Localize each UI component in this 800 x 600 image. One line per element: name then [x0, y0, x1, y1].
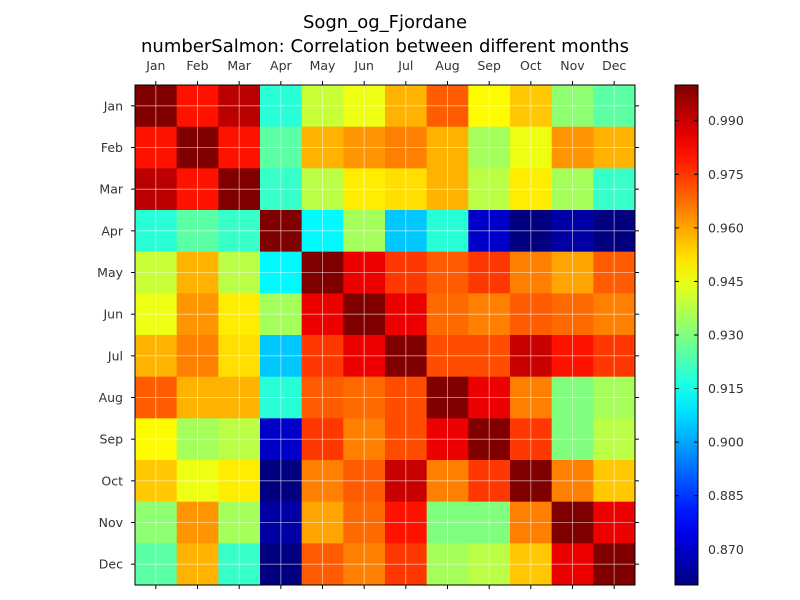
colorbar-tick-label: 0.990	[708, 113, 744, 128]
y-tick-label: Jul	[107, 348, 123, 363]
y-axis: Jan Feb Mar Apr May Jun Jul Aug Sep Oct Nov Dec	[97, 98, 639, 572]
y-tick-label: Oct	[101, 473, 123, 488]
colorbar-tick-label: 0.930	[708, 328, 744, 343]
colorbar-tick-label: 0.885	[708, 488, 744, 503]
colorbar	[675, 85, 698, 585]
x-tick-label: Nov	[560, 58, 585, 73]
x-tick-label: Jan	[145, 58, 165, 73]
x-tick-label: Oct	[520, 58, 542, 73]
y-tick-label: May	[97, 265, 123, 280]
x-tick-label: Dec	[602, 58, 626, 73]
colorbar-axis: 0.870 0.885 0.900 0.915 0.930 0.945 0.960 0.975…	[675, 113, 744, 557]
chart-title: Sogn_og_Fjordane	[302, 12, 468, 33]
heatmap-cells	[135, 85, 636, 586]
y-tick-label: Dec	[99, 557, 123, 572]
grid-lines	[135, 85, 635, 585]
x-tick-label: May	[310, 58, 336, 73]
y-tick-label: Nov	[99, 515, 124, 530]
x-tick-label: Aug	[435, 58, 459, 73]
colorbar-tick-label: 0.900	[708, 435, 744, 450]
y-tick-label: Jan	[103, 98, 123, 113]
x-axis: Jan Feb Mar Apr May Jun Jul Aug Sep Oct Nov Dec	[145, 58, 626, 589]
plot-frame	[134, 84, 636, 586]
colorbar-tick-label: 0.975	[708, 167, 744, 182]
colorbar-tick-label: 0.915	[708, 381, 744, 396]
x-tick-label: Jul	[397, 58, 413, 73]
x-tick-label: Mar	[227, 58, 251, 73]
x-tick-label: Apr	[270, 58, 292, 73]
x-tick-label: Jun	[353, 58, 374, 73]
colorbar-tick-label: 0.870	[708, 542, 744, 557]
y-tick-label: Mar	[99, 182, 123, 197]
colorbar-tick-label: 0.960	[708, 220, 744, 235]
x-tick-label: Sep	[477, 58, 501, 73]
y-tick-label: Feb	[101, 140, 123, 155]
y-tick-label: Apr	[101, 223, 123, 238]
x-tick-label: Feb	[186, 58, 208, 73]
y-tick-label: Jun	[102, 307, 123, 322]
y-tick-label: Sep	[99, 432, 123, 447]
colorbar-tick-label: 0.945	[708, 274, 744, 289]
y-tick-label: Aug	[99, 390, 123, 405]
chart-subtitle: numberSalmon: Correlation between differ…	[141, 36, 629, 57]
